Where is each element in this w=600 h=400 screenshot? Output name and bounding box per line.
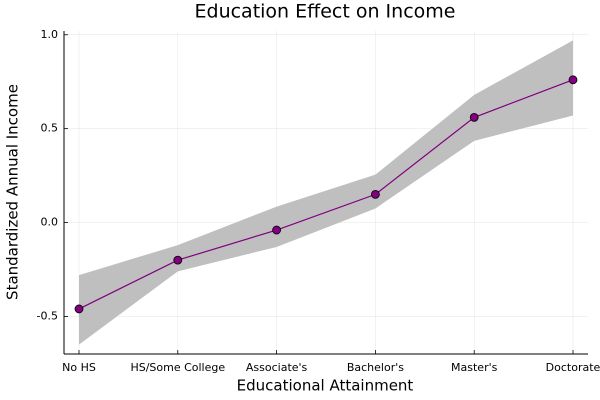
x-tick-label: Bachelor's [347, 361, 404, 374]
x-tick-label: Doctorate [546, 361, 600, 374]
y-tick-label: 0.0 [41, 216, 59, 229]
x-axis-label: Educational Attainment [237, 377, 414, 395]
marker [568, 75, 578, 85]
x-tick-label: Associate's [246, 361, 308, 374]
marker [272, 225, 282, 235]
marker [469, 112, 479, 122]
marker [173, 255, 183, 265]
y-axis-label: Standardized Annual Income [4, 84, 22, 300]
y-tick-label: 0.5 [41, 122, 59, 135]
confidence-band [79, 40, 573, 345]
y-tick-label: -0.5 [37, 309, 58, 322]
marker [370, 189, 380, 199]
x-tick-label: HS/Some College [130, 361, 225, 374]
x-tick-label: No HS [62, 361, 96, 374]
marker [74, 304, 84, 314]
chart-title: Education Effect on Income [195, 1, 456, 23]
line [78, 79, 574, 310]
y-tick-label: 1.0 [41, 28, 59, 41]
x-tick-label: Master's [451, 361, 498, 374]
